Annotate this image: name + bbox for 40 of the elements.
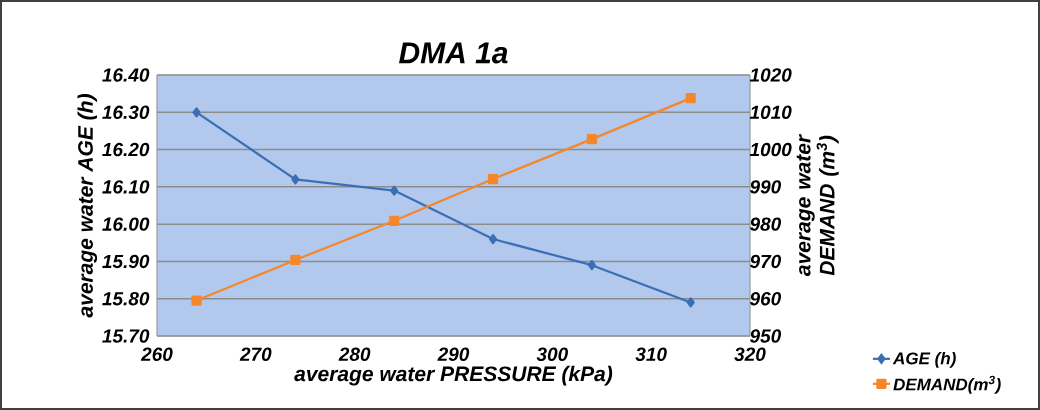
x-axis-title: average water PRESSURE (kPa): [294, 365, 613, 386]
y2-tick-label: 1000: [749, 142, 792, 157]
point: [488, 233, 498, 245]
y2-tick-label: 970: [749, 254, 782, 269]
point: [390, 185, 399, 196]
point: [587, 260, 596, 271]
x-tick-label: 270: [239, 347, 272, 361]
point: [291, 174, 300, 185]
point: [686, 297, 695, 308]
x-tick-label: 310: [635, 347, 667, 361]
chart-title: DMA 1a: [399, 42, 508, 64]
y-tick-label: 16.10: [102, 180, 150, 194]
y2-tick-label: 960: [749, 291, 782, 306]
y2-tick-label: 1020: [749, 68, 792, 82]
point: [389, 215, 400, 226]
point: [290, 254, 301, 266]
y-tick-label: 15.90: [102, 254, 150, 269]
legend-label: DEMAND(m$^{3}$): [893, 375, 1001, 394]
x-tick-label: 290: [437, 347, 470, 361]
point: [685, 93, 696, 104]
point: [487, 173, 499, 185]
y2-tick-label: 950: [749, 329, 782, 343]
y2-tick-label: 980: [749, 217, 782, 231]
y-axis-title: average water AGE (h): [77, 94, 98, 318]
point: [192, 107, 201, 118]
x-tick-label: 300: [536, 347, 568, 361]
x-tick-label: 280: [338, 347, 371, 361]
x-tick-label: 320: [734, 347, 766, 361]
legend-label: AGE (h): [892, 351, 956, 368]
y2-tick-label: 1010: [749, 105, 792, 120]
y-tick-label: 15.80: [102, 291, 150, 306]
point: [191, 295, 202, 306]
y2-tick-label: 990: [749, 180, 782, 194]
y-tick-label: 15.70: [102, 329, 150, 343]
point: [586, 134, 597, 145]
x-tick-label: 260: [140, 347, 173, 361]
y-tick-label: 16.20: [102, 142, 150, 157]
y-tick-label: 16.40: [102, 68, 150, 82]
y-tick-label: 16.30: [102, 105, 150, 120]
y-tick-label: 16.00: [102, 217, 150, 231]
